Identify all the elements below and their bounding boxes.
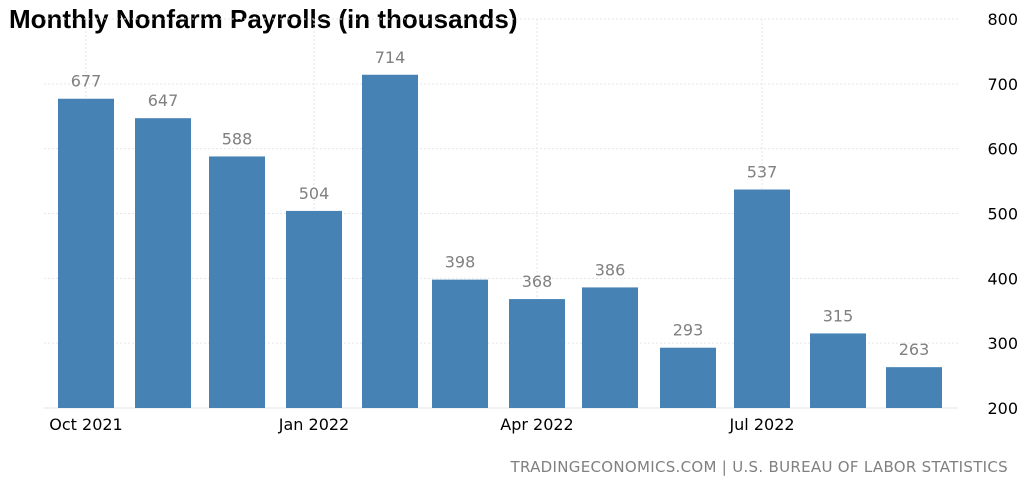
data-label: 293 — [673, 321, 704, 340]
data-label: 537 — [747, 163, 778, 182]
bar — [509, 299, 565, 408]
data-label: 263 — [899, 340, 930, 359]
x-tick-label: Apr 2022 — [500, 415, 573, 434]
y-tick-label: 400 — [987, 269, 1018, 288]
y-tick-label: 700 — [987, 75, 1018, 94]
y-tick-label: 300 — [987, 334, 1018, 353]
bar — [286, 210, 342, 408]
data-label: 677 — [71, 72, 102, 91]
data-label: 504 — [299, 184, 330, 203]
data-label: 588 — [222, 129, 253, 148]
x-tick-label: Jan 2022 — [278, 415, 349, 434]
data-label: 398 — [445, 253, 476, 272]
data-label: 647 — [148, 91, 179, 110]
data-label: 714 — [375, 48, 406, 67]
bar — [135, 118, 191, 408]
y-tick-label: 500 — [987, 205, 1018, 224]
x-tick-label: Jul 2022 — [728, 415, 794, 434]
data-label: 368 — [522, 272, 553, 291]
data-label: 315 — [823, 306, 854, 325]
bar — [886, 367, 942, 408]
bar — [734, 189, 790, 408]
bar — [582, 287, 638, 408]
source-credit: TRADINGECONOMICS.COM | U.S. BUREAU OF LA… — [510, 458, 1008, 476]
bar — [362, 74, 418, 409]
y-tick-label: 800 — [987, 10, 1018, 29]
data-label: 386 — [595, 260, 626, 279]
bar — [660, 347, 716, 408]
x-tick-label: Oct 2021 — [49, 415, 122, 434]
bar — [432, 279, 488, 408]
y-tick-label: 600 — [987, 140, 1018, 159]
y-tick-label: 200 — [987, 399, 1018, 418]
bar — [58, 98, 114, 409]
bar — [209, 156, 265, 408]
bar — [810, 333, 866, 408]
